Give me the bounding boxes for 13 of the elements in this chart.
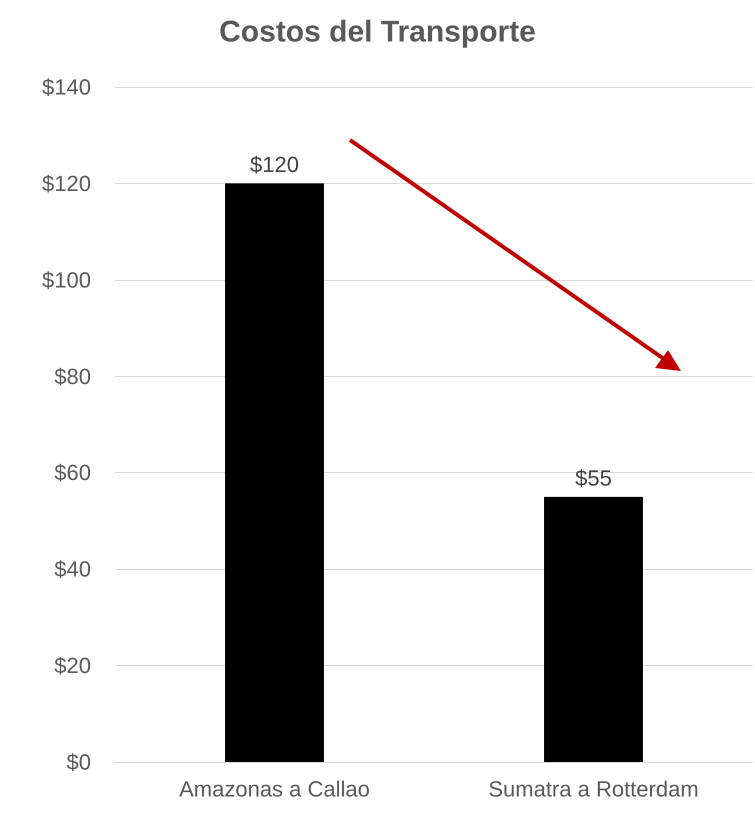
data-label: $55 xyxy=(575,465,612,490)
chart-title: Costos del Transporte xyxy=(219,16,536,48)
y-tick-label: $120 xyxy=(42,170,91,196)
x-tick-label: Amazonas a Callao xyxy=(179,776,370,802)
y-tick-label: $20 xyxy=(54,653,91,678)
y-tick-label: $0 xyxy=(66,750,91,774)
data-label: $120 xyxy=(250,152,299,177)
y-tick-label: $60 xyxy=(54,460,91,486)
x-tick-label: Sumatra a Rotterdam xyxy=(488,776,699,802)
y-tick-label: $140 xyxy=(42,74,91,100)
y-tick-label: $80 xyxy=(54,364,91,389)
y-tick-label: $40 xyxy=(54,556,91,582)
y-tick-label: $100 xyxy=(42,267,91,292)
